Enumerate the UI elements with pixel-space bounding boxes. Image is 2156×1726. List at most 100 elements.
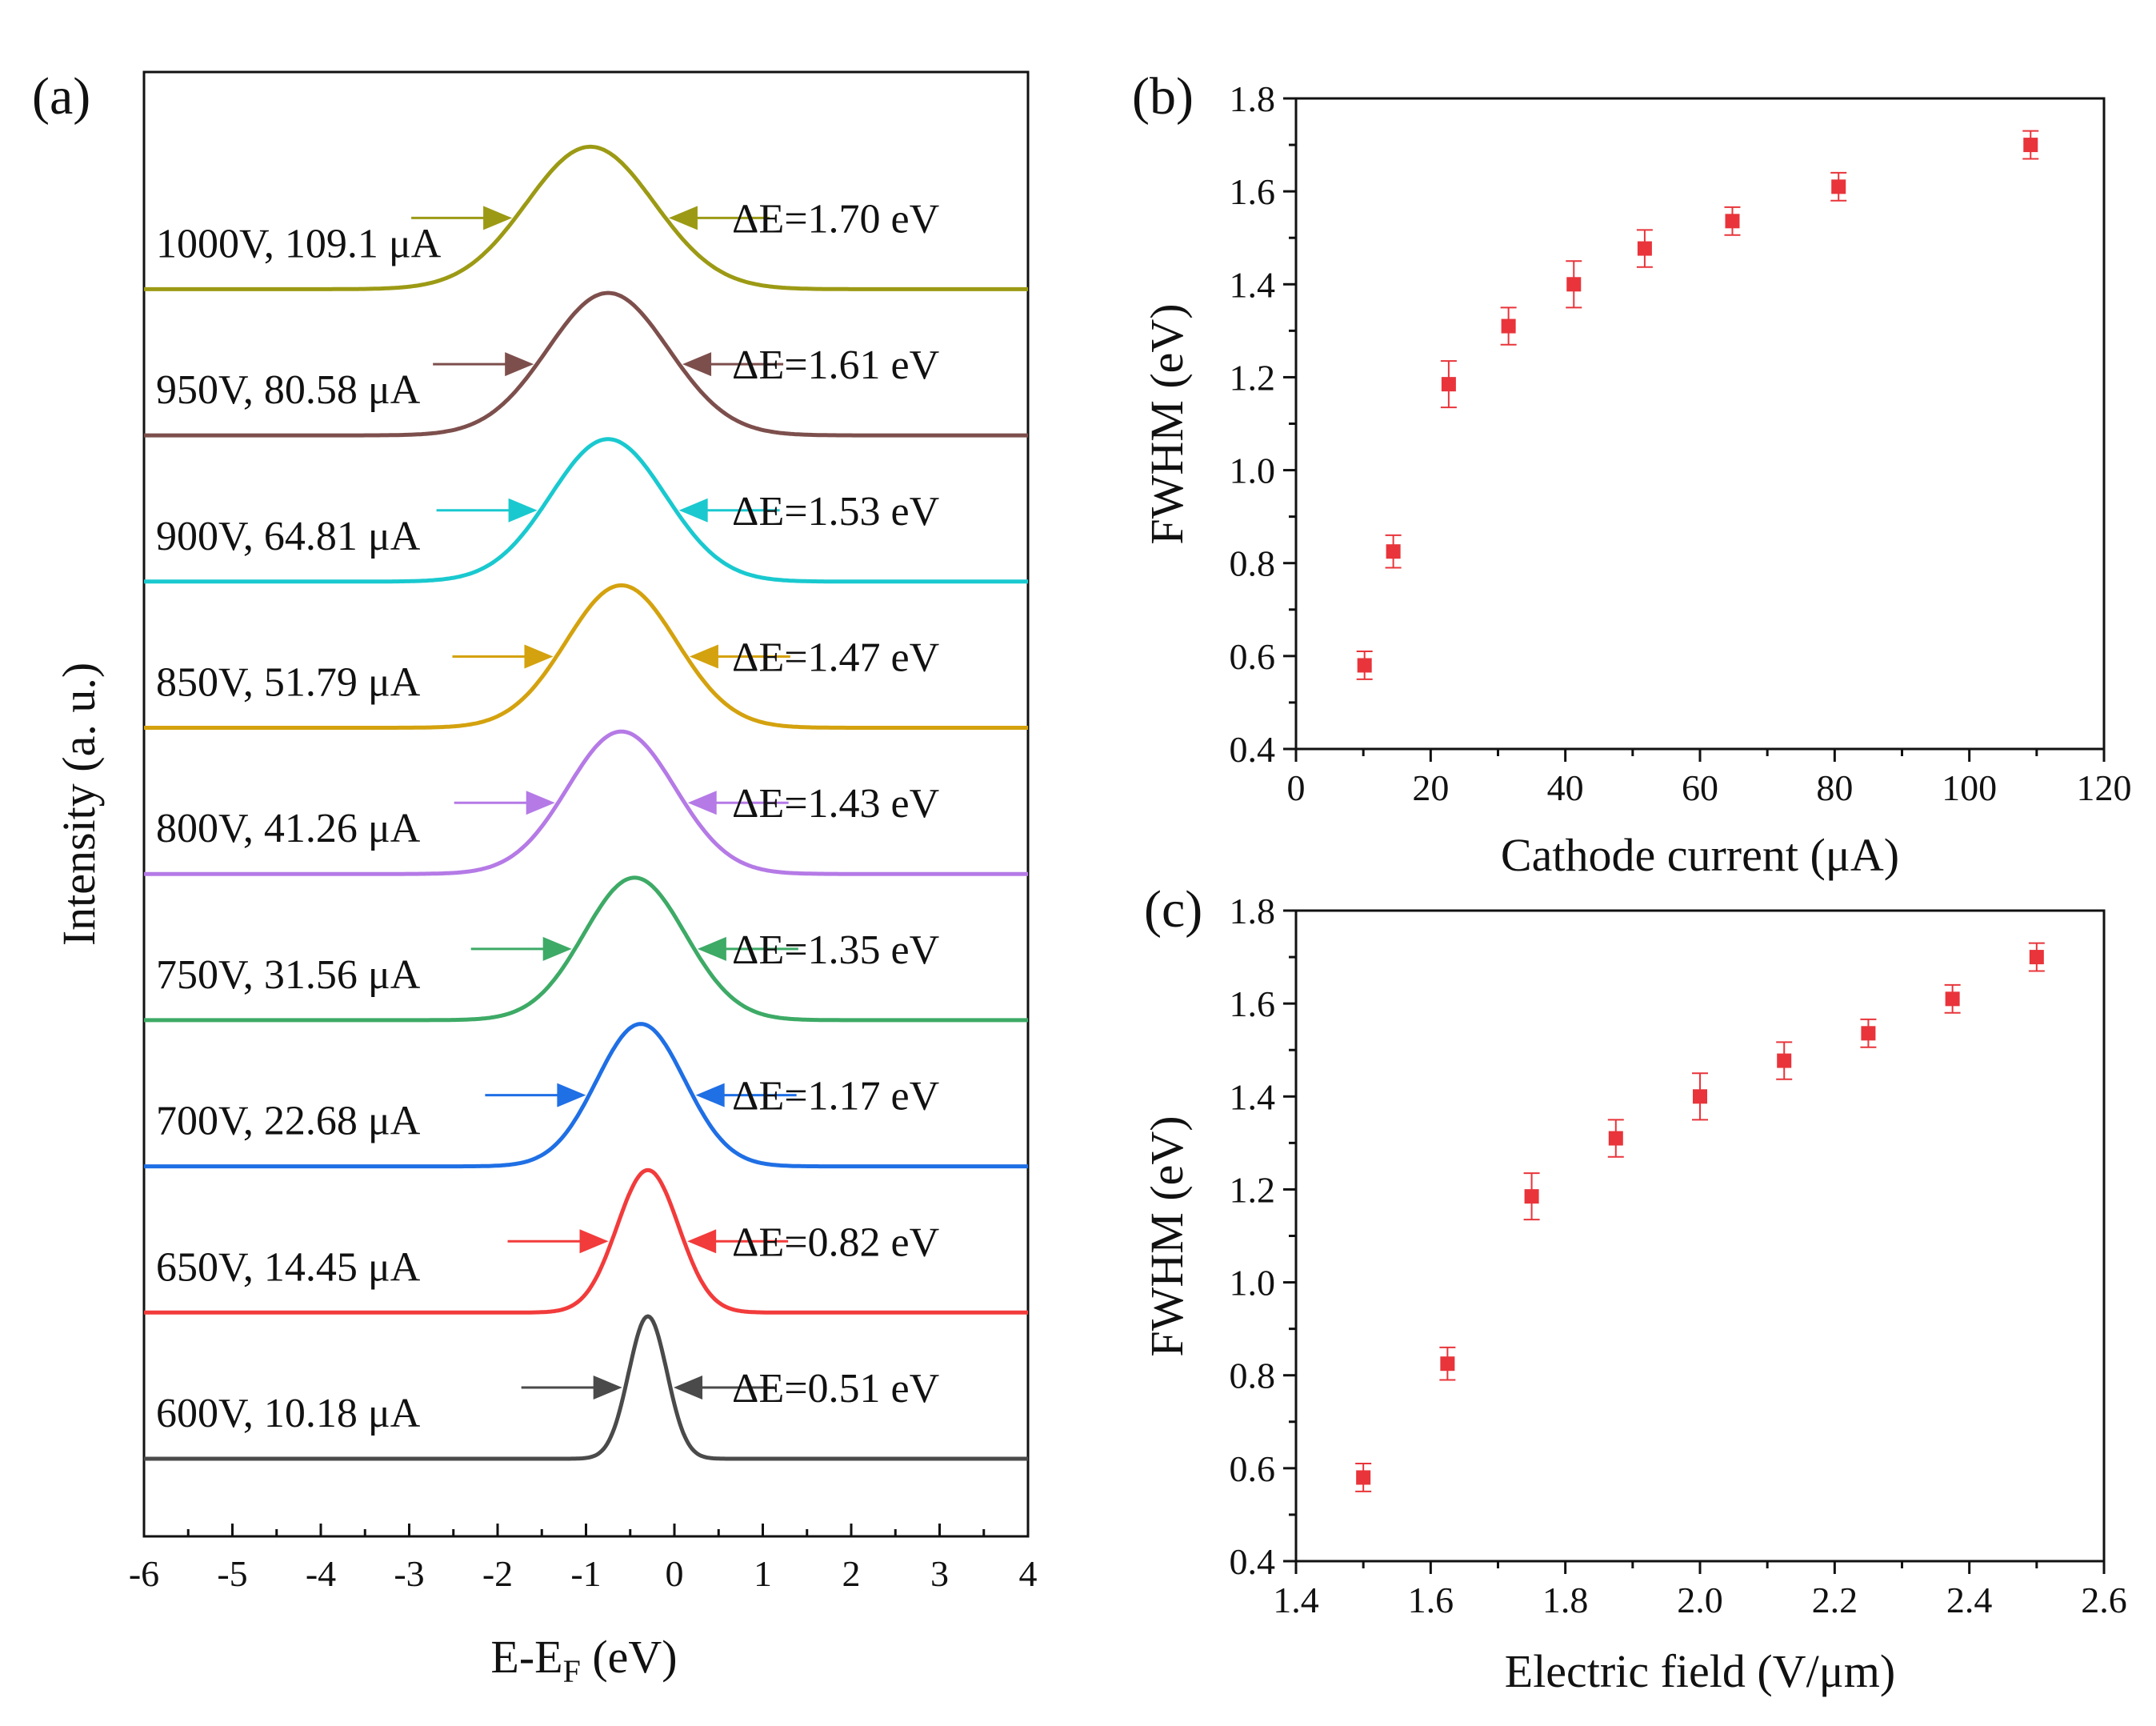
- panel-b-marker: [1501, 318, 1516, 334]
- trace-voltage-label: 900V, 64.81 μA: [156, 514, 421, 559]
- panel-c-data-point: [1355, 1463, 1372, 1492]
- panel-b-data-point: [1830, 171, 1847, 202]
- fwhm-arrow-right: [678, 498, 780, 523]
- panel-b-data-point: [1636, 229, 1653, 268]
- panel-a-x-tick-label: 1: [754, 1553, 772, 1594]
- trace-voltage-label: 650V, 14.45 μA: [156, 1244, 421, 1290]
- fwhm-arrow-left: [470, 936, 572, 961]
- trace-group: 600V, 10.18 μA ΔE=0.51 eV: [144, 1314, 1028, 1461]
- panel-b-marker: [2023, 138, 2038, 153]
- spectrum-line: [144, 583, 1028, 730]
- panel-c-marker: [1440, 1356, 1455, 1372]
- panel-b-x-tick-label: 0: [1287, 767, 1306, 808]
- trace-voltage-label: 700V, 22.68 μA: [156, 1099, 421, 1144]
- panel-c-data-point: [1523, 1172, 1540, 1221]
- fwhm-arrow-right: [689, 644, 790, 669]
- panel-b-frame: [1294, 97, 2106, 751]
- panel-c-marker: [1861, 1026, 1876, 1041]
- panel-b-y-tick-label: 1.2: [1230, 357, 1276, 398]
- trace-fwhm-label: ΔE=1.17 eV: [732, 1074, 939, 1119]
- fwhm-arrow-left: [507, 1229, 609, 1254]
- panel-b-y-tick-label: 1.8: [1230, 78, 1276, 119]
- panel-b-marker: [1357, 658, 1372, 673]
- trace-fwhm-label: ΔE=1.35 eV: [732, 927, 939, 973]
- panel-b-y-tick-label: 0.8: [1230, 543, 1276, 584]
- panel-b-x-tick-label: 100: [1942, 767, 1997, 808]
- trace-group: 1000V, 109.1 μA ΔE=1.70 eV: [144, 144, 1028, 291]
- panel-a-x-tick-label: -3: [394, 1553, 424, 1594]
- panel-b-y-tick-label: 1.0: [1230, 451, 1276, 491]
- panel-b-data-point: [2022, 130, 2039, 160]
- trace-fwhm-label: ΔE=0.51 eV: [732, 1366, 939, 1412]
- panel-c-marker: [1945, 991, 1960, 1007]
- fwhm-arrow-right: [682, 352, 784, 377]
- trace-group: 900V, 64.81 μA ΔE=1.53 eV: [144, 437, 1028, 584]
- panel-b-marker: [1441, 377, 1456, 392]
- panel-c-x-tick-label: 1.8: [1542, 1580, 1589, 1620]
- trace-voltage-label: 600V, 10.18 μA: [156, 1391, 421, 1436]
- panel-c-y-tick-label: 0.6: [1230, 1448, 1276, 1489]
- panel-b-points: [1356, 130, 2039, 680]
- panel-a-x-title-unit: (eV): [581, 1631, 678, 1683]
- trace-voltage-label: 1000V, 109.1 μA: [156, 221, 442, 266]
- panel-b-x-title: Cathode current (μA): [1501, 829, 1899, 881]
- panel-c-y-tick-label: 1.4: [1230, 1076, 1276, 1117]
- panel-c-y-tick-label: 0.4: [1230, 1541, 1276, 1582]
- panel-a-x-tick-label: -4: [306, 1553, 336, 1594]
- panel-c-y-tick-label: 1.0: [1230, 1263, 1276, 1304]
- panel-c-marker: [1608, 1131, 1623, 1146]
- trace-fwhm-label: ΔE=1.61 eV: [732, 342, 939, 388]
- fwhm-arrow-right: [687, 1229, 789, 1254]
- fwhm-arrow-left: [411, 206, 513, 230]
- panel-c-marker: [1524, 1189, 1539, 1204]
- spectrum-line: [144, 875, 1028, 1023]
- spectrum-line: [144, 144, 1028, 291]
- panel-a-x-tick-label: 0: [666, 1553, 684, 1594]
- panel-c-data-point: [1776, 1041, 1793, 1080]
- panel-b-data-point: [1566, 260, 1582, 309]
- panel-a-x-title-main: E-E: [490, 1631, 562, 1683]
- trace-voltage-label: 950V, 80.58 μA: [156, 367, 421, 413]
- panel-c-axes: 1.4 1.6 1.8 2.0 2.2 2.4 2.6 0.4 0.6 0.8 1.0 1.2 1.4 1…: [1230, 891, 2127, 1620]
- panel-c-y-tick-label: 0.8: [1230, 1356, 1276, 1396]
- fwhm-arrow-left: [452, 644, 554, 669]
- panel-c-data-point: [2028, 942, 2045, 972]
- panel-c-data-point: [1944, 983, 1961, 1014]
- panel-b-marker: [1386, 544, 1401, 559]
- panel-a-x-title: E-EF (eV): [490, 1631, 677, 1689]
- panel-a-x-tick-label: 4: [1019, 1553, 1038, 1594]
- panel-c-x-tick-label: 2.6: [2081, 1580, 2127, 1620]
- panel-b-y-tick-label: 1.4: [1230, 264, 1276, 305]
- fwhm-arrow-right: [674, 1376, 775, 1400]
- panel-c-data-point: [1860, 1018, 1877, 1048]
- trace-voltage-label: 750V, 31.56 μA: [156, 952, 421, 998]
- panel-b-y-tick-label: 0.4: [1230, 729, 1276, 770]
- panel-b-x-tick-label: 80: [1816, 767, 1853, 808]
- trace-voltage-label: 850V, 51.79 μA: [156, 660, 421, 706]
- panel-a-spectra: (a) -6 -5 -4 -3 -2 -1 0 1 2 3 4 600V, 10.18 μA ΔE=0…: [32, 67, 1038, 1689]
- fwhm-arrow-left: [485, 1083, 586, 1107]
- trace-fwhm-label: ΔE=1.43 eV: [732, 781, 939, 827]
- panel-b-marker: [1637, 241, 1652, 256]
- panel-a-x-title-sub: F: [563, 1653, 581, 1689]
- panel-b-axes: 0 20 40 60 80 100 120 0.4 0.6 0.8 1.0 1.2 1.4 1.6 1.8: [1230, 78, 2132, 808]
- panel-a-x-tick-label: 2: [842, 1553, 861, 1594]
- trace-group: 800V, 41.26 μA ΔE=1.43 eV: [144, 729, 1028, 876]
- panel-c-label: (c): [1144, 880, 1202, 939]
- panel-b-y-title: FWHM (eV): [1141, 303, 1193, 544]
- panel-c-frame: [1294, 909, 2106, 1563]
- panel-b-data-point: [1385, 534, 1402, 569]
- panel-c-x-title: Electric field (V/μm): [1505, 1645, 1895, 1697]
- panel-b-x-tick-label: 60: [1682, 767, 1718, 808]
- trace-group: 950V, 80.58 μA ΔE=1.61 eV: [144, 290, 1028, 438]
- panel-b-data-point: [1356, 651, 1373, 680]
- panel-c-y-tick-label: 1.2: [1230, 1169, 1276, 1210]
- panel-b-y-tick-label: 1.6: [1230, 171, 1276, 212]
- panel-a-x-tick-label: 3: [930, 1553, 949, 1594]
- panel-a-y-title: Intensity (a. u.): [53, 663, 105, 946]
- panel-c-y-tick-label: 1.6: [1230, 983, 1276, 1024]
- panel-c-x-tick-label: 1.4: [1273, 1580, 1319, 1620]
- panel-c-marker: [1693, 1089, 1707, 1104]
- trace-fwhm-label: ΔE=0.82 eV: [732, 1219, 939, 1265]
